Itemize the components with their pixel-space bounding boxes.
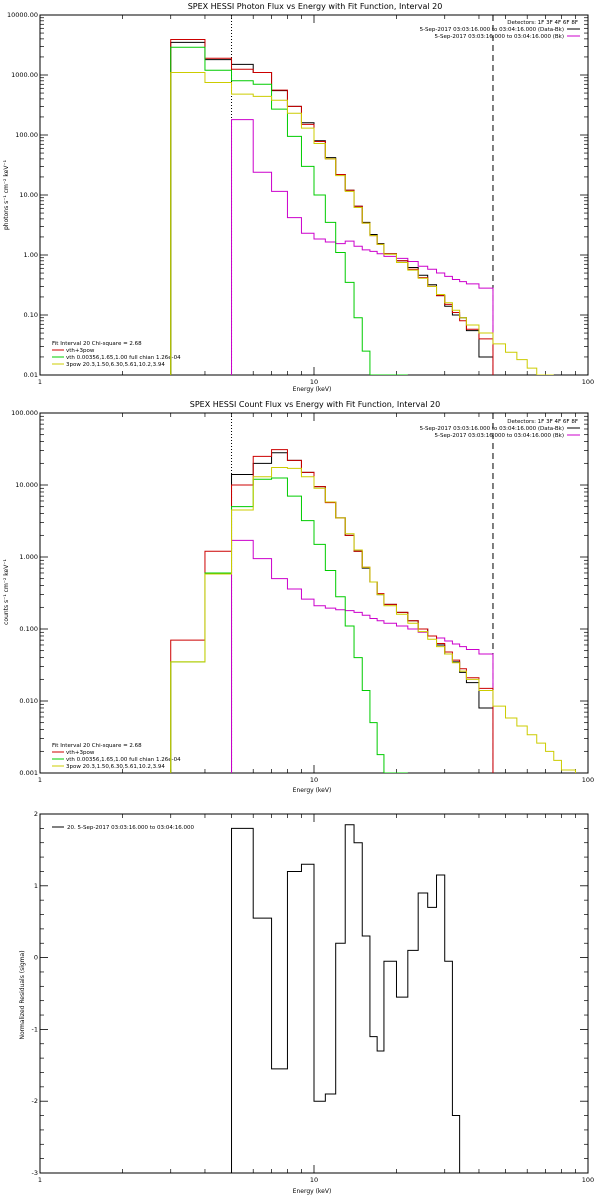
count-flux-title: SPEX HESSI Count Flux vs Energy with Fit… [190, 400, 441, 409]
residuals-y-tick-label: -1 [32, 1025, 38, 1033]
photon-y-tick-label: 10000.00 [7, 11, 38, 19]
residuals-y-tick-label: 1 [34, 882, 38, 890]
count-legend-top-2: 5-Sep-2017 03:03:16.000 to 03:04:16.000 … [435, 433, 565, 439]
residuals-x-tick-label: 100 [582, 1176, 594, 1184]
photon-flux-ylabel: photons s⁻¹ cm⁻² keV⁻¹ [3, 159, 10, 230]
photon-legend-top-1: 5-Sep-2017 03:03:16.000 to 03:04:16.000 … [420, 27, 564, 33]
photon-y-tick-label: 1.00 [24, 251, 38, 259]
photon-flux-title: SPEX HESSI Photon Flux vs Energy with Fi… [188, 2, 443, 11]
count-flux-panel: SPEX HESSI Count Flux vs Energy with Fit… [3, 400, 594, 794]
photon-flux-panel: SPEX HESSI Photon Flux vs Energy with Fi… [3, 2, 594, 393]
residuals-y-tick-label: -2 [32, 1097, 38, 1105]
count-legend-top-0: Detectors: 1F 3F 4F 6F 8F [507, 419, 578, 425]
count-y-tick-label: 10.000 [15, 481, 38, 489]
residuals-x-tick-label: 10 [310, 1176, 318, 1184]
count-flux-xlabel: Energy (keV) [293, 787, 332, 794]
count-y-tick-label: 1.000 [19, 553, 38, 561]
residuals-y-tick-label: 2 [34, 810, 38, 818]
photon-series-vth [170, 46, 408, 375]
count-series-bk [231, 539, 494, 773]
count-legend-bottom-3: 3pow 20.3,1.50,6.30,5.61,10.2,3.94 [66, 764, 165, 770]
count-legend-bottom-1: vth+3pow [66, 750, 95, 756]
residuals-panel: Energy (keV) Normalized Residuals (sigma… [19, 810, 594, 1195]
count-series-vth [170, 477, 408, 773]
count-flux-ylabel: counts s⁻¹ cm⁻² keV⁻¹ [3, 559, 10, 625]
photon-series-bk [231, 119, 494, 375]
residuals-xlabel: Energy (keV) [293, 1188, 332, 1195]
count-series-3pow [170, 467, 576, 773]
photon-y-tick-label: 1000.00 [11, 71, 38, 79]
photon-y-tick-label: 100.00 [15, 131, 38, 139]
photon-x-tick-label: 1 [38, 378, 42, 386]
photon-legend-bottom-1: vth+3pow [66, 348, 95, 354]
count-legend-bottom-0: Fit Interval 20 Chi-square = 2.68 [52, 743, 142, 749]
count-x-tick-label: 100 [582, 776, 594, 784]
photon-series-3pow [170, 72, 554, 375]
count-legend-top-1: 5-Sep-2017 03:03:16.000 to 03:04:16.000 … [420, 426, 564, 432]
photon-y-tick-label: 10.00 [19, 191, 38, 199]
photon-legend-bottom-3: 3pow 20.3,1.50,6.30,5.61,10.2,3.94 [66, 362, 165, 368]
count-y-tick-label: 0.100 [19, 625, 38, 633]
photon-legend-top-2: 5-Sep-2017 03:03:16.000 to 03:04:16.000 … [435, 34, 565, 40]
photon-y-tick-label: 0.01 [24, 371, 38, 379]
count-x-tick-label: 10 [310, 776, 318, 784]
count-y-tick-label: 0.001 [19, 769, 38, 777]
residuals-series-residuals [231, 824, 461, 1173]
count-y-tick-label: 0.010 [19, 697, 38, 705]
residuals-y-tick-label: -3 [32, 1169, 38, 1177]
residuals-x-tick-label: 1 [38, 1176, 42, 1184]
photon-legend-bottom-2: vth 0.00356,1.65,1.00 full chian 1.26e-0… [66, 355, 181, 361]
photon-legend-top-0: Detectors: 1F 3F 4F 6F 8F [507, 20, 578, 26]
count-y-tick-label: 100.000 [11, 409, 38, 417]
residuals-y-tick-label: 0 [34, 954, 38, 962]
count-x-tick-label: 1 [38, 776, 42, 784]
photon-x-tick-label: 100 [582, 378, 594, 386]
residuals-legend-top-0: 20. 5-Sep-2017 03:03:16.000 to 03:04:16.… [67, 825, 194, 831]
photon-legend-bottom-0: Fit Interval 20 Chi-square = 2.68 [52, 341, 142, 347]
residuals-ylabel: Normalized Residuals (sigma) [19, 950, 26, 1039]
photon-x-tick-label: 10 [310, 378, 318, 386]
photon-flux-xlabel: Energy (keV) [293, 386, 332, 393]
count-legend-bottom-2: vth 0.00356,1.65,1.00 full chian 1.26e-0… [66, 757, 181, 763]
photon-y-tick-label: 0.10 [24, 311, 38, 319]
